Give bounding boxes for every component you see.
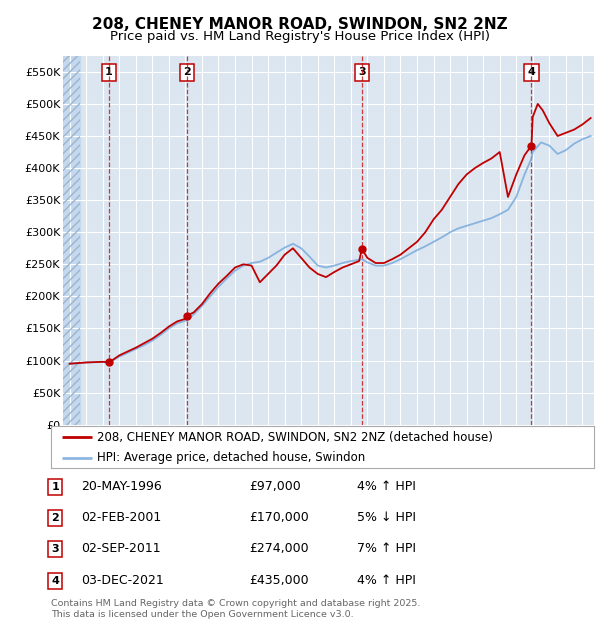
Text: 4: 4	[527, 68, 535, 78]
Text: 4% ↑ HPI: 4% ↑ HPI	[357, 575, 416, 587]
Text: 208, CHENEY MANOR ROAD, SWINDON, SN2 2NZ (detached house): 208, CHENEY MANOR ROAD, SWINDON, SN2 2NZ…	[97, 431, 493, 444]
Text: 3: 3	[52, 544, 59, 554]
Text: £274,000: £274,000	[249, 542, 308, 555]
Text: 2: 2	[52, 513, 59, 523]
Text: £170,000: £170,000	[249, 512, 309, 524]
Text: 3: 3	[358, 68, 366, 78]
Text: 208, CHENEY MANOR ROAD, SWINDON, SN2 2NZ: 208, CHENEY MANOR ROAD, SWINDON, SN2 2NZ	[92, 17, 508, 32]
Text: 2: 2	[183, 68, 191, 78]
Text: 7% ↑ HPI: 7% ↑ HPI	[357, 542, 416, 555]
Text: Price paid vs. HM Land Registry's House Price Index (HPI): Price paid vs. HM Land Registry's House …	[110, 30, 490, 43]
Text: 02-SEP-2011: 02-SEP-2011	[81, 542, 161, 555]
Text: 1: 1	[52, 482, 59, 492]
Text: £97,000: £97,000	[249, 480, 301, 493]
Text: 03-DEC-2021: 03-DEC-2021	[81, 575, 164, 587]
Text: 02-FEB-2001: 02-FEB-2001	[81, 512, 161, 524]
Text: £435,000: £435,000	[249, 575, 308, 587]
Text: 5% ↓ HPI: 5% ↓ HPI	[357, 512, 416, 524]
Text: 4: 4	[51, 576, 59, 586]
Text: Contains HM Land Registry data © Crown copyright and database right 2025.
This d: Contains HM Land Registry data © Crown c…	[51, 600, 421, 619]
Text: HPI: Average price, detached house, Swindon: HPI: Average price, detached house, Swin…	[97, 451, 365, 464]
Text: 1: 1	[105, 68, 113, 78]
Text: 20-MAY-1996: 20-MAY-1996	[81, 480, 162, 493]
Text: 4% ↑ HPI: 4% ↑ HPI	[357, 480, 416, 493]
Polygon shape	[63, 56, 80, 425]
